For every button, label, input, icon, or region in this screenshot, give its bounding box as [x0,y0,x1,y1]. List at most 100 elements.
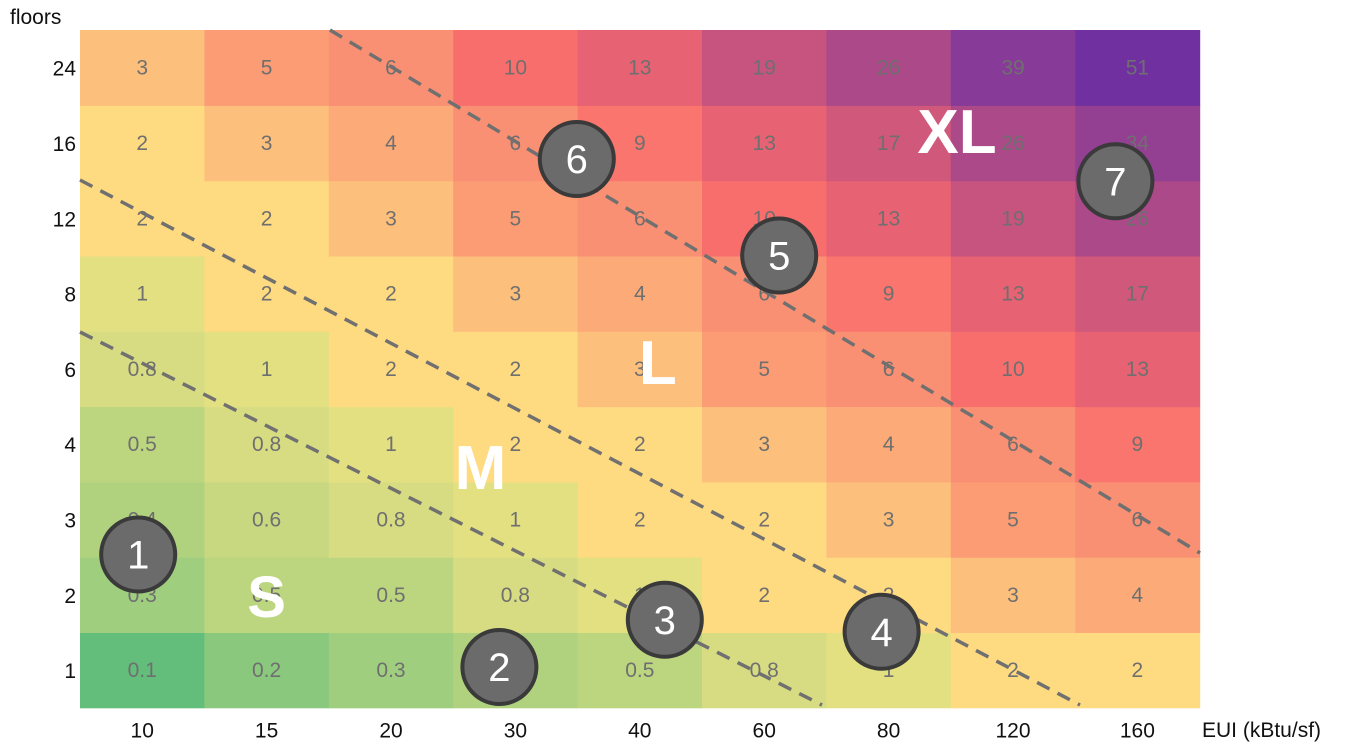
cell-value-label: 3 [1007,584,1019,607]
heatmap-cell [577,180,703,257]
heatmap-cell [328,481,454,558]
x-tick-label: 15 [255,720,278,743]
cell-value-label: 0.8 [252,433,281,456]
heatmap-cell [950,406,1076,483]
heatmap-cell [1075,632,1201,709]
heatmap-cell [204,105,330,182]
marker-number: 6 [566,138,588,182]
cell-value-label: 9 [1132,433,1144,456]
cell-value-label: 19 [753,57,776,80]
y-tick-label: 16 [53,133,76,156]
heatmap-cell [453,255,579,332]
zone-label-l: L [639,329,677,398]
cell-value-label: 2 [136,132,148,155]
cell-value-label: 26 [1001,132,1024,155]
cell-value-label: 5 [758,358,770,381]
x-axis-title: EUI (kBtu/sf) [1202,719,1321,742]
marker-circle [740,216,819,295]
cell-value-label: 0.5 [252,584,281,607]
y-tick-label: 8 [64,284,76,307]
heatmap-cell [826,406,952,483]
heatmap-cell [453,30,579,106]
cell-value-label: 0.5 [625,659,654,682]
cell-value-label: 0.8 [750,659,779,682]
x-tick-label: 80 [877,720,900,743]
heatmap-cell [702,30,827,106]
cell-value-label: 51 [1126,57,1149,80]
marker-circle [537,119,616,198]
cell-value-label: 4 [883,433,895,456]
marker-circle [99,515,178,594]
heatmap-cell [453,180,579,257]
cell-value-label: 3 [510,283,522,306]
heatmap-cell [328,632,454,709]
cell-value-label: 10 [1001,358,1024,381]
y-tick-label: 4 [64,434,76,457]
heatmap-cell [826,180,952,257]
marker-number: 1 [127,533,149,577]
heatmap-cell [80,30,205,106]
heatmap-cell [328,557,454,633]
heatmap-cell [204,255,330,332]
zone-boundary-line [79,178,1081,707]
heatmap-cell [826,331,952,408]
cell-value-label: 9 [634,132,646,155]
marker-4: 4 [842,592,921,671]
marker-1: 1 [99,515,178,594]
cell-value-label: 2 [136,207,148,230]
cell-value-label: 0.8 [501,584,530,607]
heatmap-cell [453,557,579,633]
heatmap-cell [328,406,454,483]
cell-value-label: 17 [877,132,900,155]
heatmap-cell [204,30,330,106]
cell-value-label: 13 [753,132,776,155]
cell-value-label: 1 [136,283,148,306]
zone-labels: S M L XL [247,98,996,630]
heatmap-cell [1075,406,1201,483]
marker-6: 6 [537,119,616,198]
heatmap-cell [453,331,579,408]
heatmap-cell [328,105,454,182]
cell-value-label: 3 [385,207,397,230]
cell-value-label: 5 [510,207,522,230]
cell-value-label: 2 [634,433,646,456]
marker-2: 2 [460,628,539,707]
heatmap-cell [702,331,827,408]
heatmap-cell [577,331,703,408]
cell-value-label: 2 [510,433,522,456]
cell-value-label: 0.5 [128,433,157,456]
cell-value-label: 1 [261,358,273,381]
x-tick-label: 20 [379,720,402,743]
heatmap-cell [80,255,205,332]
y-tick-label: 12 [53,208,76,231]
x-tick-label: 160 [1120,720,1155,743]
cell-value-label: 2 [261,283,273,306]
heatmap-cell [204,632,330,709]
heatmap-cell [1075,331,1201,408]
zone-label-m: M [455,434,507,503]
heatmap-cell [702,557,827,633]
x-tick-label: 40 [628,720,651,743]
cell-value-label: 6 [758,283,770,306]
marker-circle [460,628,539,707]
cell-value-label: 2 [385,358,397,381]
heatmap-cell [950,632,1076,709]
zone-label-xl: XL [917,98,996,167]
cell-value-label: 2 [758,508,770,531]
cell-value-label: 6 [634,207,646,230]
cell-value-label: 2 [1007,659,1019,682]
cell-value-label: 0.2 [252,659,281,682]
cell-value-label: 2 [385,283,397,306]
heatmap-cell [80,632,205,709]
cell-value-label: 19 [1001,207,1024,230]
marker-number: 5 [768,235,790,279]
y-axis-title: floors [10,6,61,29]
cell-value-label: 3 [883,508,895,531]
cell-value-label: 1 [883,659,895,682]
cell-value-label: 1 [510,508,522,531]
y-tick-label: 3 [64,509,76,532]
cell-value-label: 3 [136,57,148,80]
heatmap-cell [80,105,205,182]
cell-value-label: 2 [758,584,770,607]
x-tick-label: 60 [753,720,776,743]
